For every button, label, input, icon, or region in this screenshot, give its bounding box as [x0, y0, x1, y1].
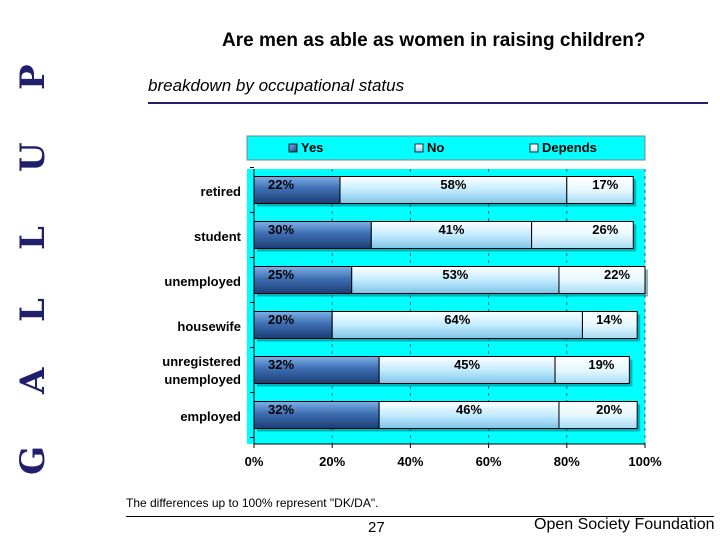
- data-label: 17%: [592, 177, 618, 192]
- logo-letter-l1: L: [13, 298, 53, 322]
- bar-yes-3: [253, 311, 333, 339]
- category-label: retired: [201, 184, 242, 199]
- x-tick-label: 80%: [554, 454, 580, 469]
- data-label: 64%: [444, 312, 470, 327]
- bar-no-5: [378, 401, 560, 429]
- bar-no-1: [370, 221, 533, 249]
- x-tick-label: 40%: [397, 454, 423, 469]
- bar-depends-5: [558, 401, 638, 429]
- data-label: 53%: [442, 267, 468, 282]
- logo-letter-p: P: [13, 64, 53, 90]
- plot-background: [247, 169, 645, 444]
- data-label: 46%: [456, 402, 482, 417]
- page-title: Are men as able as women in raising chil…: [222, 30, 646, 51]
- data-label: 32%: [268, 402, 294, 417]
- logo-letter-l2: L: [13, 226, 53, 250]
- bar-no-2: [351, 266, 560, 294]
- logo-letter-g: G: [13, 446, 53, 475]
- category-label: student: [194, 229, 242, 244]
- footer-rule: [126, 516, 714, 517]
- data-label: 30%: [268, 222, 294, 237]
- bar-depends-2: [558, 266, 646, 294]
- bar-yes-1: [253, 221, 372, 249]
- data-label: 41%: [438, 222, 464, 237]
- legend-box: [246, 135, 646, 161]
- legend-label-depends: Depends: [542, 140, 597, 155]
- bar-depends-4: [554, 356, 630, 384]
- x-tick-label: 100%: [628, 454, 662, 469]
- category-label: unemployed: [164, 274, 241, 289]
- data-label: 25%: [268, 267, 294, 282]
- category-axis: retired student unemployed housewife unregis…: [162, 184, 241, 424]
- x-axis: 0% 20% 40% 60% 80% 100%: [245, 167, 662, 469]
- bar-yes-2: [253, 266, 353, 294]
- legend-swatch-depends: [529, 143, 539, 153]
- chart-legend: Yes No Depends: [246, 135, 646, 161]
- bar-no-0: [339, 176, 568, 204]
- bar-depends-0: [566, 176, 634, 204]
- data-label: 45%: [454, 357, 480, 372]
- category-label: housewife: [177, 319, 241, 334]
- footnote: The differences up to 100% represent "DK…: [126, 496, 379, 510]
- bar-yes-5: [253, 401, 380, 429]
- data-label: 22%: [604, 267, 630, 282]
- category-label: unemployed: [164, 372, 241, 387]
- x-tick-label: 0%: [245, 454, 264, 469]
- logo-letter-a: A: [13, 367, 53, 395]
- data-label: 32%: [268, 357, 294, 372]
- logo-letter-u: U: [13, 142, 53, 172]
- data-label: 14%: [596, 312, 622, 327]
- page-subtitle: breakdown by occupational status: [148, 76, 405, 95]
- gallup-side-logo: G A L L U P: [13, 64, 53, 475]
- header-rule: [148, 102, 708, 104]
- data-label: 19%: [588, 357, 614, 372]
- plot-area: 22% 58% 17% 30% 41% 26% 25% 53% 22% 20% 64% 14% 32% 4…: [247, 169, 648, 444]
- legend-swatch-yes: [288, 143, 298, 153]
- legend-label-yes: Yes: [301, 140, 323, 155]
- data-label: 20%: [596, 402, 622, 417]
- bar-no-4: [378, 356, 556, 384]
- category-label: employed: [180, 409, 241, 424]
- bar-depends-3: [581, 311, 638, 339]
- data-label: 58%: [440, 177, 466, 192]
- legend-label-no: No: [427, 140, 444, 155]
- category-label: unregistered: [162, 354, 241, 369]
- organization-name: Open Society Foundation: [534, 516, 715, 533]
- legend-swatch-no: [414, 143, 424, 153]
- x-tick-label: 60%: [476, 454, 502, 469]
- page-number: 27: [368, 519, 385, 536]
- data-label: 26%: [592, 222, 618, 237]
- data-label: 20%: [268, 312, 294, 327]
- bar-yes-4: [253, 356, 380, 384]
- bar-yes-0: [253, 176, 341, 204]
- x-tick-label: 20%: [319, 454, 345, 469]
- data-label: 22%: [268, 177, 294, 192]
- bar-no-3: [331, 311, 583, 339]
- bar-depends-1: [531, 221, 634, 249]
